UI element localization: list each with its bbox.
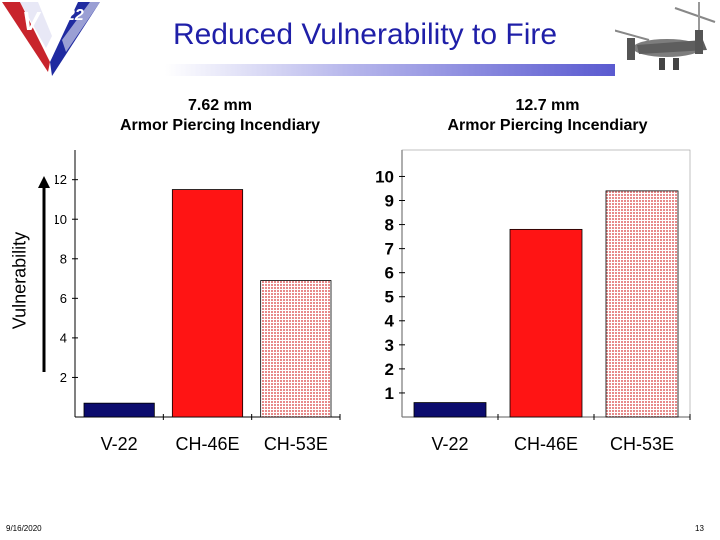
chart2-title: 12.7 mm Armor Piercing Incendiary (420, 96, 675, 136)
footer-page-number: 13 (695, 524, 704, 533)
title-underline-bar (165, 64, 615, 76)
bar-ch-53e (260, 280, 332, 418)
y-tick-label: 10 (55, 212, 67, 227)
svg-text:V: V (22, 6, 42, 36)
y-tick-label: 6 (385, 264, 394, 283)
chart1-plot: 2 4 6 8 10 12 V-22 CH-46E CH-53E (55, 150, 341, 454)
y-tick-label: 12 (55, 172, 67, 187)
y-axis-label: Vulnerability (9, 231, 30, 330)
chart1-title-line2: Armor Piercing Incendiary (119, 117, 321, 134)
y-tick-label: 9 (385, 191, 394, 210)
footer-date: 9/16/2020 (6, 524, 42, 533)
svg-text:22: 22 (65, 7, 84, 24)
y-tick-label: 5 (385, 288, 394, 307)
y-tick-label: 10 (375, 167, 394, 186)
slide-title: Reduced Vulnerability to Fire (172, 18, 558, 51)
x-tick-label: CH-46E (514, 434, 578, 454)
y-tick-label: 7 (385, 240, 394, 259)
chart2-title-line2: Armor Piercing Incendiary (447, 117, 648, 134)
bar-ch-53e (605, 190, 679, 418)
bar-v-22 (413, 402, 487, 418)
bar-ch-46e (509, 228, 583, 418)
x-tick-label: CH-46E (175, 434, 239, 454)
x-tick-label: CH-53E (610, 434, 674, 454)
y-tick-label: 8 (385, 216, 394, 235)
vulnerability-arrow (38, 176, 50, 372)
y-tick-label: 2 (60, 370, 67, 385)
chart1-title: 7.62 mm Armor Piercing Incendiary (95, 96, 345, 136)
x-tick-label: CH-53E (264, 434, 328, 454)
y-tick-label: 4 (60, 330, 67, 345)
y-tick-label: 4 (385, 312, 395, 331)
y-tick-label: 3 (385, 336, 394, 355)
chart2-title-line1: 12.7 mm (515, 97, 580, 114)
chart1-title-line1: 7.62 mm (187, 97, 253, 114)
y-tick-label: 1 (385, 384, 394, 403)
y-tick-label: 8 (60, 251, 67, 266)
chart2-plot: 1 2 3 4 5 6 7 8 9 10 V-22 CH-46E CH-53E (375, 149, 691, 454)
v22-logo: V 22 (2, 2, 100, 76)
bar-v-22 (83, 402, 155, 418)
y-tick-label: 6 (60, 291, 67, 306)
x-tick-label: V-22 (101, 434, 138, 454)
y-tick-label: 2 (385, 360, 394, 379)
v22-aircraft-photo (615, 2, 716, 70)
x-tick-label: V-22 (431, 434, 468, 454)
bar-ch-46e (171, 189, 244, 418)
